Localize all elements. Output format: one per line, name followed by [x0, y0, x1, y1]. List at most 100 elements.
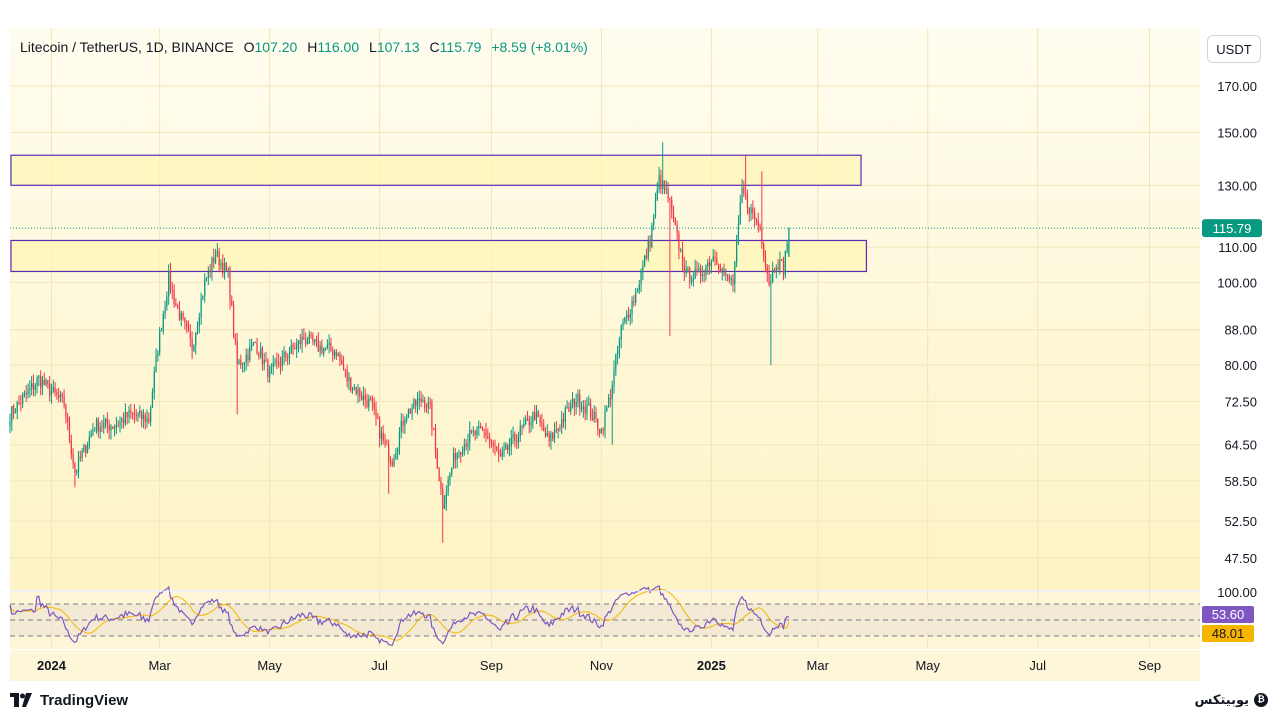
close-key: C — [429, 39, 440, 55]
candle — [38, 374, 40, 387]
candle — [683, 256, 685, 282]
candle-body — [772, 269, 774, 282]
candle-body — [505, 444, 507, 450]
candle — [546, 424, 548, 437]
candle-body — [615, 355, 617, 370]
candle-body — [326, 345, 328, 348]
candle — [83, 443, 85, 453]
candle — [595, 406, 597, 423]
candle-body — [121, 418, 123, 422]
candle-body — [56, 392, 58, 395]
candle-body — [205, 277, 208, 279]
candle-body — [397, 447, 399, 453]
candle — [584, 399, 586, 421]
candle-body — [164, 306, 166, 315]
candle-body — [618, 339, 621, 351]
candle — [285, 350, 287, 362]
candle-body — [699, 268, 702, 277]
candle-body — [434, 429, 437, 450]
candle-body — [546, 432, 548, 436]
candle — [735, 234, 738, 268]
candle-body — [337, 353, 339, 357]
candle — [425, 403, 428, 413]
candle — [341, 354, 343, 365]
candle — [434, 423, 437, 459]
candle — [476, 426, 478, 439]
candle — [112, 426, 114, 430]
candle — [236, 332, 238, 415]
y-tick-label: 52.50 — [1224, 514, 1257, 529]
candle-body — [209, 270, 211, 273]
candle-body — [328, 343, 330, 346]
candle-body — [552, 433, 554, 440]
candle-body — [638, 284, 640, 291]
candle-body — [550, 433, 552, 441]
candle — [534, 404, 536, 421]
candle — [342, 355, 345, 371]
tradingview-logo[interactable]: TradingView — [10, 690, 128, 710]
candle-body — [507, 444, 509, 451]
currency-button[interactable]: USDT — [1207, 35, 1261, 63]
candle — [254, 341, 256, 344]
candle-body — [344, 369, 346, 371]
candle-body — [624, 317, 626, 323]
candle — [36, 375, 38, 394]
candle-body — [131, 412, 134, 414]
candle — [247, 348, 249, 367]
candle-body — [254, 342, 256, 344]
candle — [330, 337, 332, 352]
resistance-zone-2 — [10, 239, 868, 273]
candle-body — [360, 396, 363, 400]
candle — [658, 166, 660, 194]
candle — [25, 384, 27, 403]
candle-body — [698, 268, 700, 270]
candle — [151, 388, 154, 409]
candle-body — [636, 290, 639, 293]
candle-body — [144, 415, 146, 423]
candle — [14, 408, 17, 414]
candle-body — [779, 259, 781, 271]
candle-body — [20, 402, 22, 404]
candle-body — [411, 408, 413, 414]
candle — [786, 240, 788, 254]
candle — [483, 428, 485, 439]
candle — [505, 442, 507, 450]
candle — [763, 241, 765, 262]
candle-body — [346, 370, 348, 382]
candle-body — [660, 175, 662, 189]
candle — [730, 275, 732, 286]
candle — [357, 383, 359, 404]
candle-body — [626, 314, 628, 318]
candle-body — [222, 263, 224, 274]
candle — [56, 388, 58, 400]
candle-body — [350, 377, 352, 391]
symbol-title: Litecoin / TetherUS, 1D, BINANCE — [20, 39, 234, 55]
candle-body — [739, 202, 741, 224]
candle-body — [775, 267, 777, 272]
candle-body — [676, 224, 678, 233]
candle — [371, 395, 374, 411]
candle-body — [297, 340, 300, 344]
candle-body — [593, 411, 595, 420]
candle — [442, 483, 444, 543]
candle-body — [213, 257, 215, 263]
candle-body — [523, 424, 525, 427]
candle-body — [122, 418, 125, 424]
candle — [669, 197, 671, 337]
candle — [494, 439, 496, 456]
rsi-ma-line — [9, 588, 790, 641]
candle-body — [113, 427, 116, 429]
candle-body — [476, 428, 478, 436]
candle — [656, 181, 658, 202]
candle-body — [359, 388, 361, 397]
rsi-top-label: 100.00 — [1217, 585, 1257, 600]
y-tick-label: 100.00 — [1217, 275, 1257, 290]
candle — [12, 404, 15, 420]
candle-body — [23, 393, 26, 396]
candle — [61, 392, 63, 403]
candle — [173, 284, 175, 308]
candle — [627, 306, 630, 322]
candle-body — [355, 386, 357, 395]
candle-body — [369, 398, 372, 400]
